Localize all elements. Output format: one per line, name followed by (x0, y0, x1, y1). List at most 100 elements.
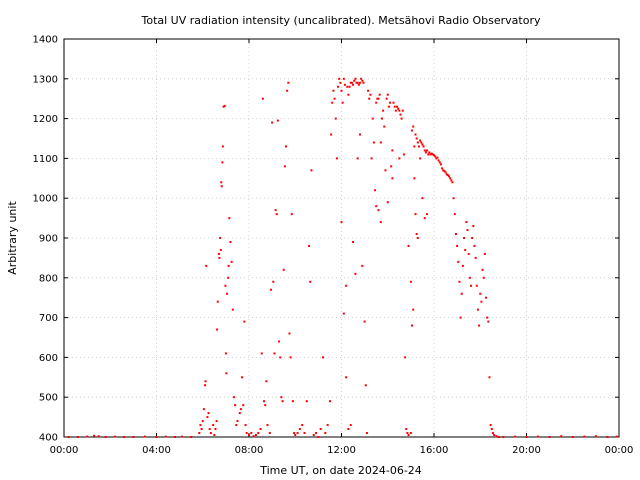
data-point (456, 244, 459, 247)
data-point (343, 83, 346, 86)
data-point (335, 157, 338, 160)
data-point (349, 81, 352, 84)
data-point (356, 157, 359, 160)
data-point (392, 101, 395, 104)
x-tick-label: 04:00 (142, 445, 171, 456)
data-point (214, 428, 217, 431)
data-point (225, 372, 228, 375)
data-point (421, 143, 424, 146)
data-point (397, 107, 400, 110)
data-point (276, 119, 279, 122)
data-point (254, 434, 257, 437)
x-tick-label: 20:00 (512, 445, 541, 456)
data-point (460, 292, 463, 295)
data-point (466, 229, 469, 232)
data-point (387, 105, 390, 108)
data-point (238, 412, 241, 415)
data-point (220, 181, 223, 184)
data-point (340, 89, 343, 92)
data-point (218, 256, 221, 259)
data-point (414, 213, 417, 216)
chart-title: Total UV radiation intensity (uncalibrat… (141, 14, 541, 27)
data-point (375, 101, 378, 104)
data-point (291, 400, 294, 403)
data-point (393, 105, 396, 108)
data-point (372, 141, 375, 144)
y-tick-label: 500 (39, 393, 58, 404)
data-point (271, 121, 274, 124)
data-point (67, 436, 70, 438)
data-point (338, 77, 341, 80)
data-point (341, 101, 344, 104)
data-point (223, 104, 226, 107)
data-point (490, 428, 493, 431)
data-point (438, 161, 441, 164)
y-tick-label: 1200 (33, 114, 58, 125)
data-point (317, 436, 320, 438)
data-point (389, 101, 392, 104)
data-point (426, 149, 429, 152)
data-point (390, 165, 393, 168)
data-point (273, 352, 276, 355)
data-point (473, 244, 476, 247)
data-point (342, 312, 345, 315)
data-point (415, 137, 418, 140)
data-point (386, 93, 389, 96)
data-point (230, 260, 233, 263)
data-point (502, 436, 505, 438)
y-tick-label: 1300 (33, 74, 58, 85)
data-point (86, 435, 89, 438)
data-point (483, 252, 486, 255)
data-point (419, 139, 422, 142)
x-tick-label: 12:00 (327, 445, 356, 456)
data-point (190, 436, 193, 438)
data-point (363, 320, 366, 323)
data-point (398, 109, 401, 112)
data-point (345, 284, 348, 287)
data-point (480, 300, 483, 303)
y-tick-label: 1400 (33, 35, 58, 46)
data-point (487, 320, 490, 323)
data-point (398, 157, 401, 160)
data-point (227, 276, 230, 279)
data-point (362, 81, 365, 84)
grid (64, 39, 619, 437)
data-point (468, 276, 471, 279)
plot-frame (63, 38, 620, 438)
data-point (423, 149, 426, 152)
data-point (416, 141, 419, 144)
data-point (491, 432, 494, 435)
data-point (439, 163, 442, 166)
data-point (396, 105, 398, 108)
data-point (495, 435, 498, 438)
data-point (441, 167, 444, 170)
data-point (472, 225, 475, 228)
data-point (309, 280, 312, 283)
data-point (224, 352, 227, 355)
data-point (359, 81, 361, 84)
data-point (412, 308, 415, 311)
data-point (268, 432, 271, 435)
data-point (413, 145, 416, 148)
data-point (222, 105, 225, 108)
data-point (252, 435, 255, 438)
data-point (430, 152, 433, 155)
data-point (285, 145, 287, 148)
data-point (417, 145, 420, 148)
data-point (361, 79, 364, 82)
data-point (513, 435, 516, 438)
data-point (401, 109, 404, 112)
data-point (274, 209, 277, 212)
data-point (272, 280, 275, 283)
data-point (377, 97, 380, 100)
data-point (361, 264, 364, 267)
data-point (479, 292, 482, 295)
data-point (221, 161, 224, 164)
data-point (386, 201, 389, 204)
data-point (367, 89, 370, 92)
data-point (352, 83, 355, 86)
data-point (413, 177, 416, 180)
data-point (263, 400, 266, 403)
data-point (571, 436, 574, 438)
